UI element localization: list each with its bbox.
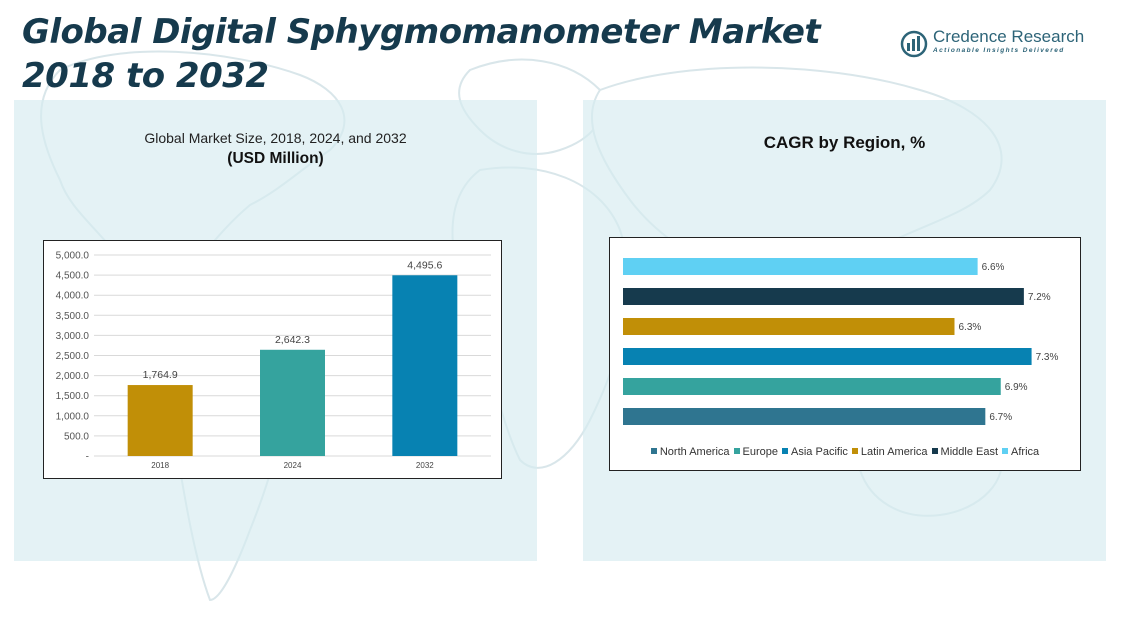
legend-item: Middle East <box>931 446 999 458</box>
bar <box>392 275 458 456</box>
legend-item: Europe <box>733 446 779 458</box>
legend-label: Asia Pacific <box>791 446 848 458</box>
legend-swatch <box>931 448 938 454</box>
y-tick-label: 1,500.0 <box>56 391 90 402</box>
bar <box>127 385 193 456</box>
y-tick-label: 2,000.0 <box>56 371 90 382</box>
data-label: 6.6% <box>982 262 1005 273</box>
credence-logo-icon <box>900 30 928 58</box>
data-label: 7.2% <box>1028 292 1051 303</box>
data-label: 7.3% <box>1036 352 1059 363</box>
data-label: 2,642.3 <box>275 334 310 346</box>
legend-item: Africa <box>1002 446 1039 458</box>
legend-item: North America <box>650 446 730 458</box>
brand-tagline: Actionable Insights Delivered <box>933 47 1065 54</box>
legend-swatch <box>733 448 740 454</box>
data-label: 1,764.9 <box>143 369 178 381</box>
y-tick-label: 3,000.0 <box>56 331 90 342</box>
legend-swatch <box>851 448 858 454</box>
y-tick-label: 2,500.0 <box>56 351 90 362</box>
brand-logo: Credence Research Actionable Insights De… <box>900 26 1110 62</box>
legend-item: Latin America <box>851 446 928 458</box>
x-tick-label: 2024 <box>284 461 302 470</box>
legend-label: North America <box>659 446 730 458</box>
bar <box>623 318 955 335</box>
y-tick-label: 4,000.0 <box>56 291 90 302</box>
y-tick-label: 1,000.0 <box>56 411 90 422</box>
y-tick-label: 500.0 <box>64 431 89 442</box>
bar <box>623 288 1024 305</box>
x-tick-label: 2018 <box>151 461 169 470</box>
cagr-bar-chart: 6.6% 7.2% 6.3% 7.3% 6.9% 6.7% <box>623 258 1059 425</box>
market-size-bar-chart: - 500.0 1,000.0 1,500.0 2,000.0 2,500.0 3,000.… <box>56 251 491 470</box>
data-label: 6.7% <box>989 412 1012 423</box>
legend-swatch <box>650 448 657 454</box>
legend-swatch <box>1002 448 1009 454</box>
bar <box>623 408 986 425</box>
y-tick-label: 3,500.0 <box>56 311 90 322</box>
data-label: 4,495.6 <box>407 259 442 271</box>
bar <box>623 258 978 275</box>
legend-item: Asia Pacific <box>782 446 848 458</box>
bar <box>260 349 325 456</box>
x-tick-label: 2032 <box>416 461 434 470</box>
market-size-unit: (USD Million) <box>227 150 324 167</box>
bar <box>623 378 1001 395</box>
legend-label: Middle East <box>940 446 999 458</box>
data-label: 6.3% <box>958 322 981 333</box>
cagr-legend: North America Europe Asia Pacific Latin Ame… <box>610 446 1080 458</box>
cagr-chart: 6.6% 7.2% 6.3% 7.3% 6.9% 6.7% North America Eu… <box>609 237 1081 471</box>
bar <box>623 348 1032 365</box>
brand-name: Credence Research <box>933 27 1085 46</box>
page-title: Global Digital Sphygmomanometer Market 2… <box>22 12 821 96</box>
legend-swatch <box>782 448 789 454</box>
legend-label: Africa <box>1011 446 1040 458</box>
legend-label: Latin America <box>860 446 928 458</box>
market-size-subtitle: Global Market Size, 2018, 2024, and 2032 <box>144 130 407 146</box>
y-tick-label: - <box>86 452 89 463</box>
y-tick-label: 5,000.0 <box>56 251 90 262</box>
market-size-chart: - 500.0 1,000.0 1,500.0 2,000.0 2,500.0 3,000.… <box>43 240 502 479</box>
y-tick-label: 4,500.0 <box>56 271 90 282</box>
cagr-title: CAGR by Region, % <box>763 133 926 152</box>
data-label: 6.9% <box>1005 382 1028 393</box>
legend-label: Europe <box>742 446 779 458</box>
